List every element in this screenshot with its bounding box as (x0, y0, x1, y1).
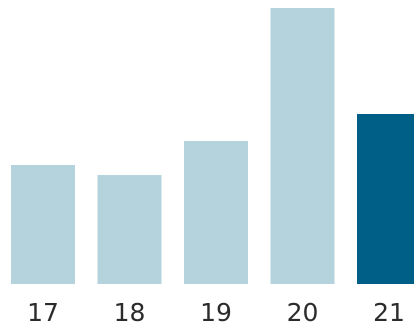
x-tick-label-19: 19 (200, 298, 232, 326)
x-tick-label-17: 17 (27, 298, 59, 326)
bar-17 (11, 165, 75, 284)
bars-group (11, 8, 414, 284)
bar-20 (270, 8, 335, 284)
bar-18 (97, 175, 162, 284)
x-tick-labels: 17 18 19 20 21 (27, 298, 405, 326)
x-tick-label-18: 18 (114, 298, 146, 326)
x-tick-label-21: 21 (373, 298, 405, 326)
bar-19 (184, 141, 248, 284)
bar-21 (357, 114, 414, 284)
x-tick-label-20: 20 (287, 298, 319, 326)
